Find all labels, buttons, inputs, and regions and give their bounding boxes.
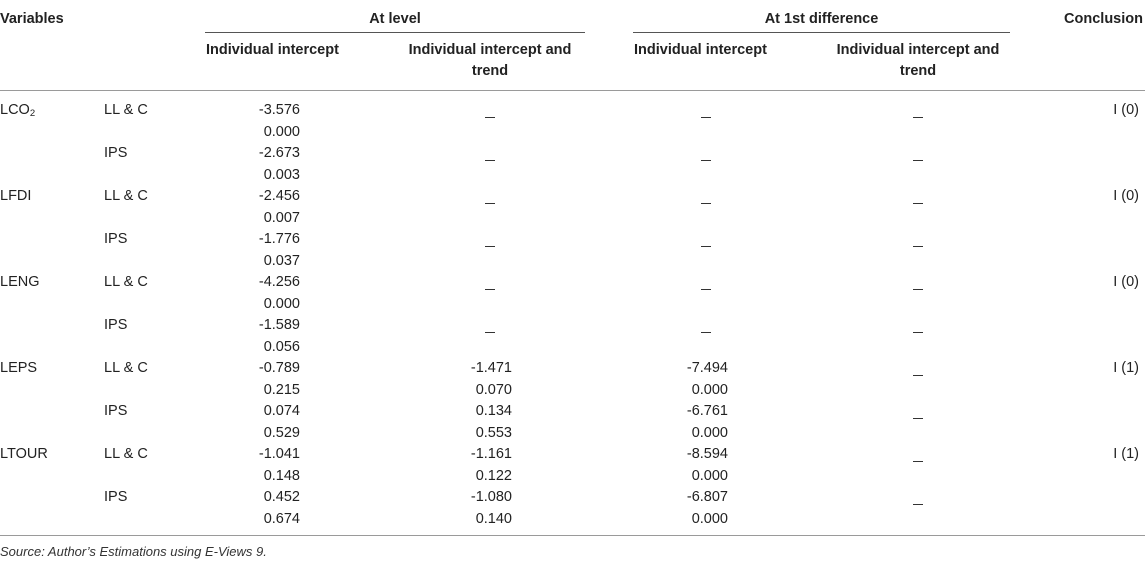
cell-level-trend-stat: -1.471 xyxy=(470,360,512,376)
row-test-label: LL & C xyxy=(104,102,148,118)
cell-level-trend-stat: -1.161 xyxy=(470,446,512,462)
cell-level-intercept-stat: -2.673 xyxy=(258,145,300,161)
cell-level-intercept-stat: -1.041 xyxy=(258,446,300,462)
row-test-label: IPS xyxy=(104,145,128,161)
header-at-first-difference-rule xyxy=(633,32,1010,33)
header-diff-intercept-trend-line2: trend xyxy=(899,63,937,79)
cell-level-intercept-stat: -0.789 xyxy=(258,360,300,376)
cell-level-intercept-p: 0.003 xyxy=(263,166,300,183)
row-test-label: IPS xyxy=(104,231,128,247)
cell-diff-trend-dash xyxy=(913,289,923,290)
cell-level-intercept-stat: 0.074 xyxy=(263,403,300,419)
row-conclusion: I (0) xyxy=(1113,274,1139,290)
row-test-label: LL & C xyxy=(104,188,148,204)
cell-diff-intercept-dash xyxy=(701,117,711,118)
cell-diff-trend-dash xyxy=(913,332,923,333)
cell-level-trend-p: 0.140 xyxy=(475,510,512,527)
cell-diff-trend-dash xyxy=(913,418,923,419)
header-variables: Variables xyxy=(0,11,64,27)
row-conclusion: I (1) xyxy=(1113,360,1139,376)
cell-level-intercept-p: 0.056 xyxy=(263,338,300,355)
header-at-first-difference: At 1st difference xyxy=(764,11,879,27)
cell-diff-intercept-p: 0.000 xyxy=(691,424,728,441)
cell-diff-intercept-stat: -8.594 xyxy=(686,446,728,462)
cell-level-intercept-stat: -4.256 xyxy=(258,274,300,290)
cell-level-intercept-p: 0.000 xyxy=(263,295,300,312)
row-test-label: IPS xyxy=(104,489,128,505)
cell-diff-intercept-stat: -6.761 xyxy=(686,403,728,419)
cell-level-trend-p: 0.122 xyxy=(475,467,512,484)
cell-level-intercept-p: 0.007 xyxy=(263,209,300,226)
cell-level-intercept-p: 0.000 xyxy=(263,123,300,140)
row-conclusion: I (0) xyxy=(1113,188,1139,204)
row-variable: LCO2 xyxy=(0,102,36,119)
header-at-level-rule xyxy=(205,32,585,33)
row-variable: LTOUR xyxy=(0,446,48,462)
header-level-individual-intercept: Individual intercept xyxy=(206,42,339,58)
row-variable: LEPS xyxy=(0,360,38,376)
cell-level-trend-dash xyxy=(485,203,495,204)
header-conclusion: Conclusion xyxy=(1064,11,1143,27)
header-at-level: At level xyxy=(369,11,421,27)
cell-diff-intercept-p: 0.000 xyxy=(691,467,728,484)
table-bottom-rule xyxy=(0,535,1145,536)
cell-diff-trend-dash xyxy=(913,461,923,462)
cell-level-intercept-stat: -3.576 xyxy=(258,102,300,118)
row-variable-subscript: 2 xyxy=(29,108,36,119)
row-test-label: LL & C xyxy=(104,446,148,462)
cell-level-intercept-stat: -1.589 xyxy=(258,317,300,333)
cell-diff-trend-dash xyxy=(913,160,923,161)
header-bottom-rule xyxy=(0,90,1145,91)
cell-level-trend-dash xyxy=(485,117,495,118)
cell-level-trend-p: 0.070 xyxy=(475,381,512,398)
row-conclusion: I (0) xyxy=(1113,102,1139,118)
row-test-label: IPS xyxy=(104,403,128,419)
cell-diff-intercept-dash xyxy=(701,332,711,333)
cell-level-trend-dash xyxy=(485,332,495,333)
row-variable: LFDI xyxy=(0,188,32,204)
row-test-label: LL & C xyxy=(104,360,148,376)
cell-diff-trend-dash xyxy=(913,203,923,204)
cell-diff-intercept-stat: -7.494 xyxy=(686,360,728,376)
cell-level-intercept-p: 0.215 xyxy=(263,381,300,398)
cell-level-intercept-p: 0.148 xyxy=(263,467,300,484)
cell-diff-intercept-p: 0.000 xyxy=(691,510,728,527)
cell-diff-intercept-dash xyxy=(701,203,711,204)
cell-level-intercept-p: 0.037 xyxy=(263,252,300,269)
row-test-label: IPS xyxy=(104,317,128,333)
cell-diff-intercept-stat: -6.807 xyxy=(686,489,728,505)
cell-level-trend-dash xyxy=(485,289,495,290)
source-note: Source: Author’s Estimations using E-Vie… xyxy=(0,544,267,559)
cell-level-trend-dash xyxy=(485,160,495,161)
header-level-intercept-trend-line1: Individual intercept and xyxy=(408,42,572,58)
cell-diff-trend-dash xyxy=(913,246,923,247)
cell-level-trend-stat: -1.080 xyxy=(470,489,512,505)
cell-diff-intercept-dash xyxy=(701,246,711,247)
cell-level-trend-dash xyxy=(485,246,495,247)
cell-diff-intercept-dash xyxy=(701,160,711,161)
cell-diff-trend-dash xyxy=(913,504,923,505)
cell-diff-trend-dash xyxy=(913,117,923,118)
cell-diff-trend-dash xyxy=(913,375,923,376)
cell-diff-intercept-p: 0.000 xyxy=(691,381,728,398)
cell-level-intercept-p: 0.674 xyxy=(263,510,300,527)
cell-level-intercept-p: 0.529 xyxy=(263,424,300,441)
cell-level-intercept-stat: -2.456 xyxy=(258,188,300,204)
header-diff-intercept-trend-line1: Individual intercept and xyxy=(836,42,1000,58)
row-test-label: LL & C xyxy=(104,274,148,290)
row-variable: LENG xyxy=(0,274,40,290)
row-conclusion: I (1) xyxy=(1113,446,1139,462)
cell-level-trend-p: 0.553 xyxy=(475,424,512,441)
header-diff-individual-intercept: Individual intercept xyxy=(634,42,767,58)
cell-level-intercept-stat: -1.776 xyxy=(258,231,300,247)
cell-level-intercept-stat: 0.452 xyxy=(263,489,300,505)
cell-diff-intercept-dash xyxy=(701,289,711,290)
cell-level-trend-stat: 0.134 xyxy=(475,403,512,419)
header-level-intercept-trend-line2: trend xyxy=(471,63,509,79)
